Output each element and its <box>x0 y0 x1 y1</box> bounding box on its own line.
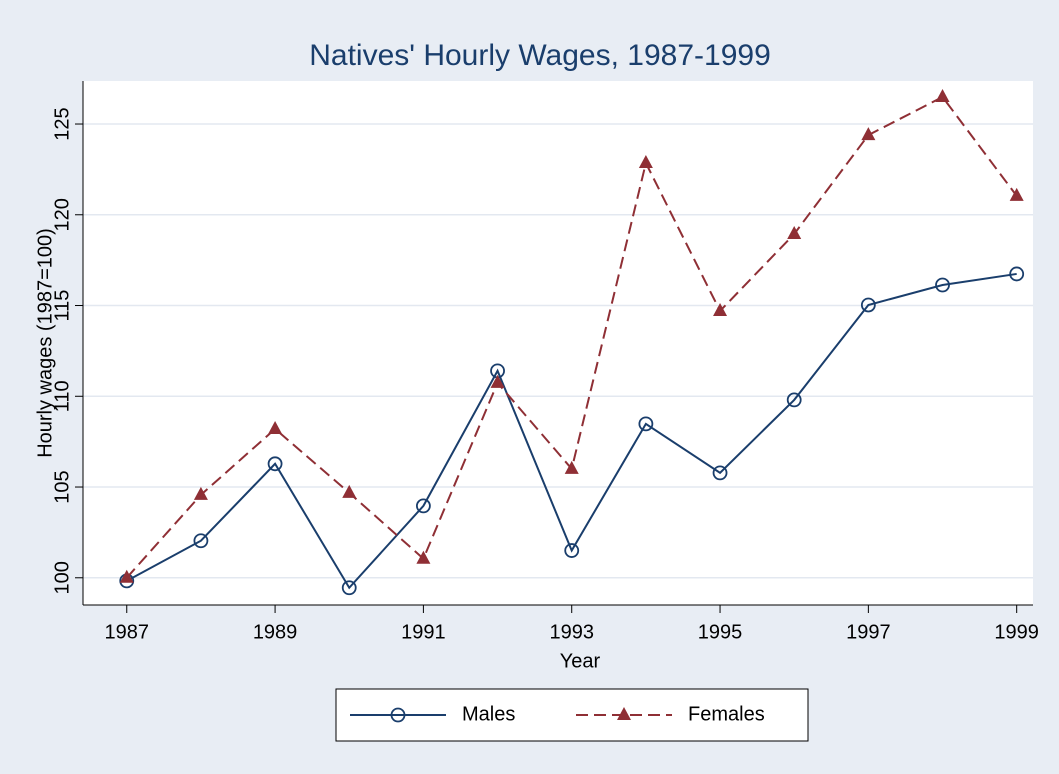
point <box>935 277 950 293</box>
point <box>786 392 802 408</box>
point <box>119 569 134 583</box>
chart-title: Natives' Hourly Wages, 1987-1999 <box>309 39 771 72</box>
point <box>713 302 728 316</box>
point <box>935 88 950 102</box>
plot-area <box>83 81 1033 605</box>
point <box>1009 187 1024 201</box>
point <box>267 456 283 472</box>
point <box>787 226 802 240</box>
point <box>638 416 654 432</box>
x-tick-label: 1993 <box>549 621 594 643</box>
y-tick-label: 120 <box>51 198 73 231</box>
point <box>638 155 653 169</box>
x-tick-label: 1987 <box>105 621 150 643</box>
x-tick-label: 1997 <box>846 621 891 643</box>
x-axis-label: Year <box>560 650 601 672</box>
x-tick-label: 1995 <box>698 621 743 643</box>
y-tick-label: 110 <box>51 380 73 412</box>
y-tick-label: 115 <box>51 290 73 322</box>
point <box>268 420 283 434</box>
point <box>860 297 876 313</box>
legend-label: Males <box>462 703 515 725</box>
point <box>415 498 431 514</box>
point <box>712 465 728 481</box>
point <box>193 486 208 500</box>
point <box>416 550 431 564</box>
y-tick-label: 105 <box>51 470 73 503</box>
point <box>564 543 580 558</box>
y-tick-label: 125 <box>51 107 73 140</box>
y-axis-label: Hourly wages (1987=100) <box>34 228 56 458</box>
point <box>490 374 505 388</box>
legend-marker <box>617 707 631 720</box>
x-tick-label: 1989 <box>253 621 298 643</box>
point <box>341 580 357 596</box>
point <box>342 484 357 498</box>
x-tick-label: 1991 <box>401 621 446 643</box>
point <box>861 127 876 141</box>
legend-label: Females <box>688 703 765 725</box>
point <box>193 533 209 549</box>
series-line <box>126 272 1017 590</box>
y-tick-label: 100 <box>51 561 73 594</box>
legend-marker <box>390 707 406 723</box>
point <box>1009 266 1025 282</box>
point <box>564 460 579 474</box>
x-tick-label: 1999 <box>994 621 1039 643</box>
